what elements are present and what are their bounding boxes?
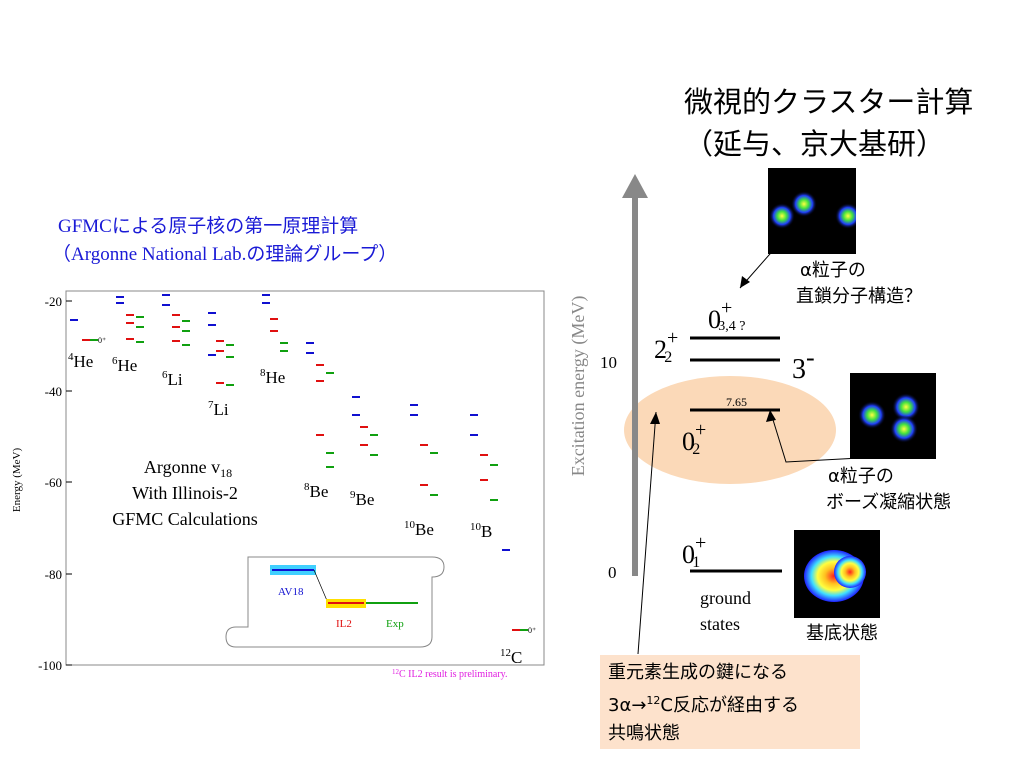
plot-frame [65, 290, 545, 666]
chain-label-line1: α粒子の [800, 260, 866, 281]
chain-label-line2: 直鎖分子構造？ [796, 286, 922, 307]
levels-8He [262, 294, 288, 352]
ground-state-density-image [794, 530, 880, 618]
state-01-label: 0+ 1 [682, 532, 706, 571]
hoyle-energy-label: 7.65 [726, 395, 747, 409]
nucleus-6Li: 6Li [162, 369, 183, 389]
preliminary-note: 12C IL2 result is preliminary. [392, 668, 508, 680]
svg-text:Argonne v18: Argonne v18 [144, 457, 232, 480]
tick-0: 0 [608, 563, 617, 582]
levels-7Li [208, 312, 234, 386]
ground-state-label: 基底状態 [806, 623, 878, 644]
callout-line1: 重元素生成の鍵になる [608, 662, 788, 683]
legend-exp-label: Exp [386, 618, 404, 630]
y-tick-label: -20 [45, 294, 62, 309]
gfmc-spectrum-plot: -20 -40 -60 -80 -100 Energy (MeV) 0⁺ [11, 290, 545, 680]
nucleus-labels: 4He 6He 6Li 7Li 8He 8Be 9Be 10Be 10B 12C [68, 351, 522, 667]
nucleus-7Li: 7Li [208, 399, 229, 419]
cluster-title-line2: （延与、京大基研） [684, 127, 946, 161]
state-3m-label: 3- [792, 343, 815, 385]
hoyle-state-callout: 重元素生成の鍵になる 3α→12C反応が経由する 共鳴状態 [600, 655, 860, 749]
nucleus-4He: 4He [68, 351, 93, 371]
arrow-bose-to-02 [769, 409, 861, 463]
state-03-label: 0+ 3,4 ? [708, 297, 746, 334]
energy-axis-label: Excitation energy (MeV) [568, 296, 589, 477]
legend-il2-label: IL2 [336, 618, 352, 630]
hoyle-ellipse [624, 376, 836, 484]
levels-12C [502, 549, 528, 631]
level-diagram: Excitation energy (MeV) 10 0 0+ 3,4 ? 2+ 2… [568, 174, 861, 655]
nucleus-10Be: 10Be [404, 519, 434, 539]
spin-label: 0⁺ [528, 626, 536, 635]
callout-line3: 共鳴状態 [608, 723, 680, 744]
nucleus-8He: 8He [260, 367, 285, 387]
tick-10: 10 [600, 353, 617, 372]
state-labels: 0+ 3,4 ? 2+ 2 3- 0+ 2 0+ 1 [654, 297, 815, 571]
legend-av18-label: AV18 [278, 586, 304, 598]
levels-6He [116, 296, 144, 343]
nucleus-6He: 6He [112, 355, 137, 375]
arrowhead [766, 410, 776, 422]
bose-condensate-density-image [850, 373, 936, 459]
levels-8Be [306, 342, 334, 468]
arrowhead [740, 276, 750, 288]
nucleus-10B: 10B [470, 521, 492, 541]
levels-4He [70, 319, 98, 341]
nucleus-12C: 12C [500, 647, 522, 667]
y-tick-label: -100 [38, 658, 62, 673]
cluster-title-line1: 微視的クラスター計算 [684, 85, 974, 119]
svg-text:With Illinois-2: With Illinois-2 [132, 483, 238, 503]
ground-label-line1: ground [700, 588, 751, 608]
y-axis-label: Energy (MeV) [11, 448, 23, 513]
bose-label-line2: ボーズ凝縮状態 [826, 492, 952, 513]
y-tick-label: -60 [45, 475, 62, 490]
ground-label-line2: states [700, 614, 740, 634]
linear-chain-density-image [768, 168, 861, 254]
y-axis: -20 -40 -60 -80 -100 [38, 294, 72, 673]
arrowhead [650, 412, 660, 424]
bose-label-line1: α粒子の [828, 466, 894, 487]
gfmc-title-line1: GFMCによる原子核の第一原理計算 [58, 216, 359, 237]
arrow-callout-to-02 [637, 411, 657, 655]
state-22-label: 2+ 2 [654, 327, 678, 366]
levels-6Li [162, 294, 190, 346]
svg-text:GFMC Calculations: GFMC Calculations [112, 509, 258, 529]
state-02-label: 0+ 2 [682, 419, 706, 458]
model-text: Argonne v18 With Illinois-2 GFMC Calcula… [112, 457, 258, 529]
spin-label: 0⁺ [98, 336, 106, 345]
levels-9Be [352, 396, 378, 456]
callout-line2: 3α→12C反応が経由する [608, 694, 799, 716]
gfmc-title-line2: （Argonne National Lab.の理論グループ） [52, 244, 398, 265]
y-tick-label: -40 [45, 384, 62, 399]
y-tick-label: -80 [45, 567, 62, 582]
nucleus-8Be: 8Be [304, 481, 328, 501]
energy-axis-arrowhead [622, 174, 648, 198]
legend-scroll: AV18 IL2 Exp [225, 556, 445, 648]
levels-10Be [410, 404, 438, 496]
nucleus-9Be: 9Be [350, 489, 374, 509]
levels-10B [470, 414, 498, 501]
